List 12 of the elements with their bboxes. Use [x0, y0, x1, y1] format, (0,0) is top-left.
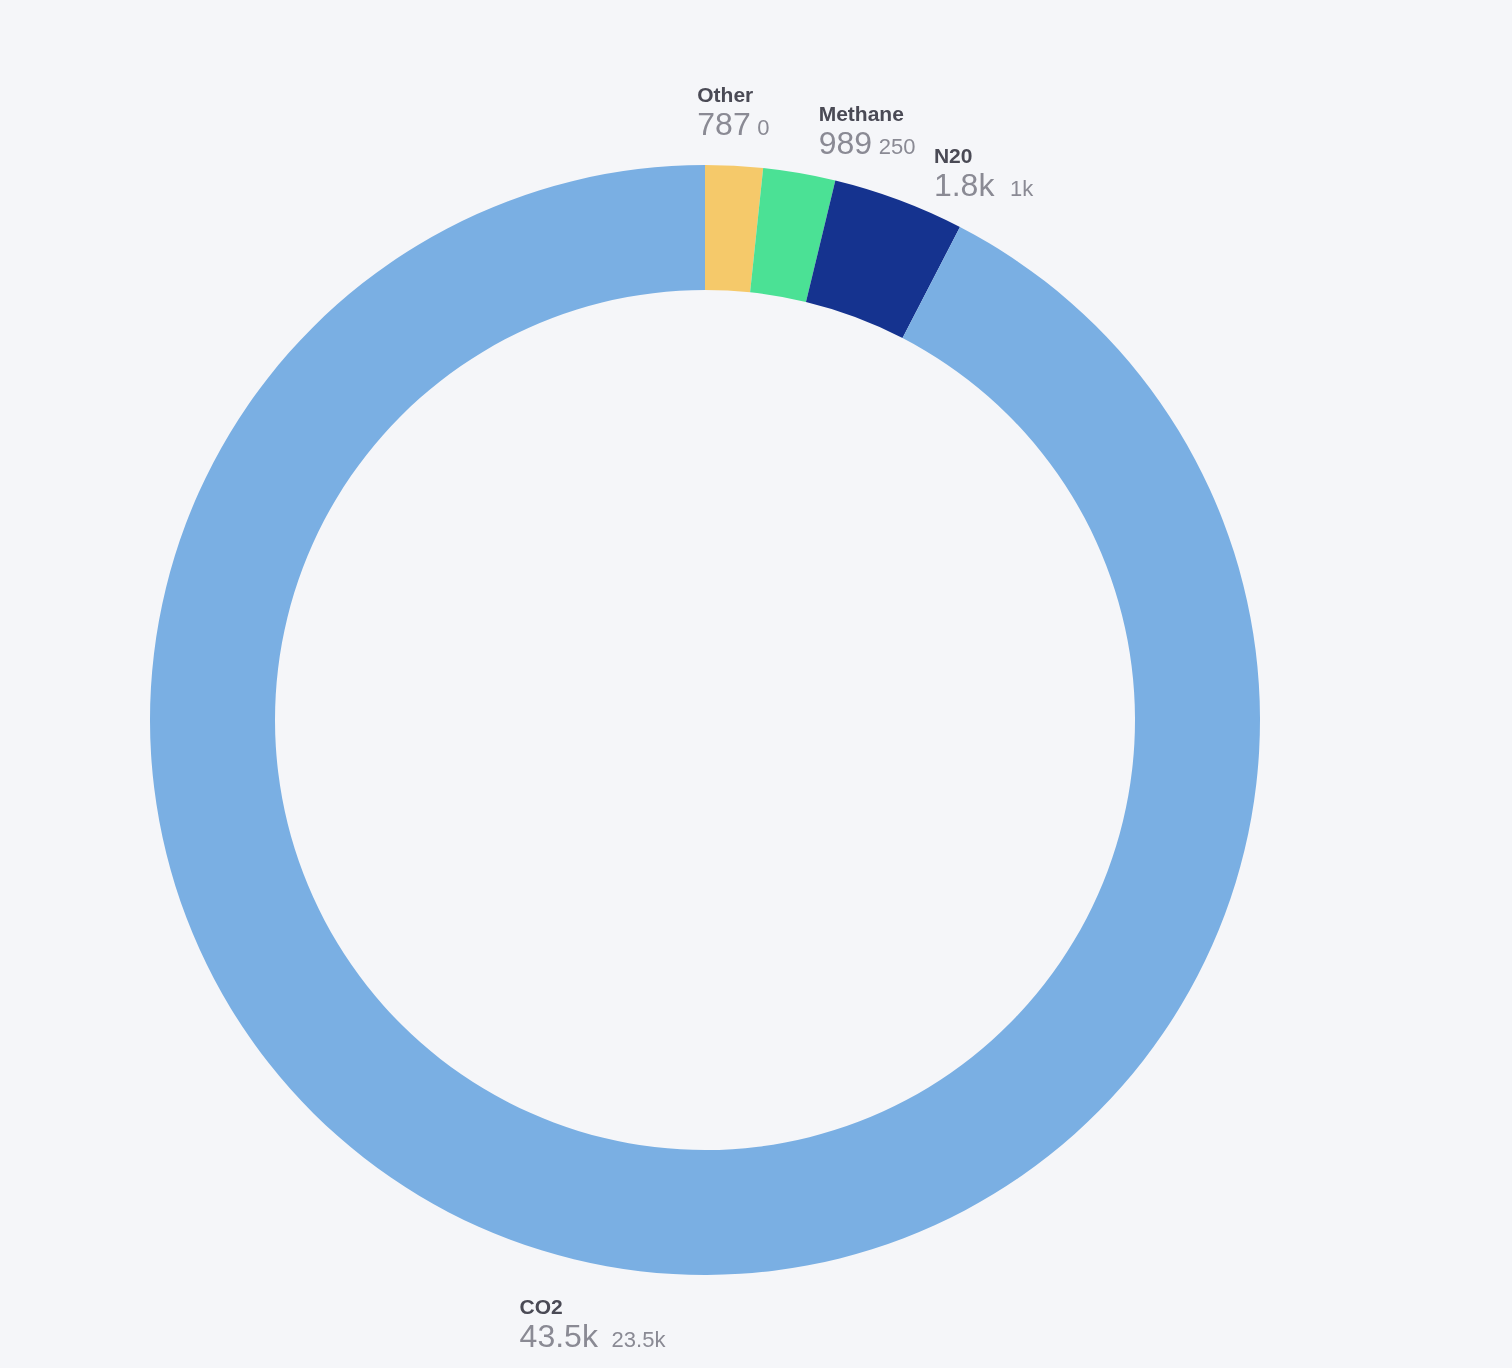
- text: 23.5k: [611, 1326, 667, 1352]
- text: 0: [757, 114, 770, 140]
- data-label: 43.5k: [519, 1317, 599, 1354]
- data-label: 787: [697, 105, 751, 142]
- text: 250: [878, 133, 916, 159]
- slice-label: Methane: [818, 101, 904, 125]
- slice-label: Other: [697, 82, 754, 106]
- data-label: 1.8k: [933, 166, 996, 203]
- data-label: 989: [818, 124, 873, 161]
- slice-label: N20: [933, 143, 973, 167]
- slice-label: CO2: [519, 1294, 563, 1318]
- text: 1k: [1009, 175, 1035, 201]
